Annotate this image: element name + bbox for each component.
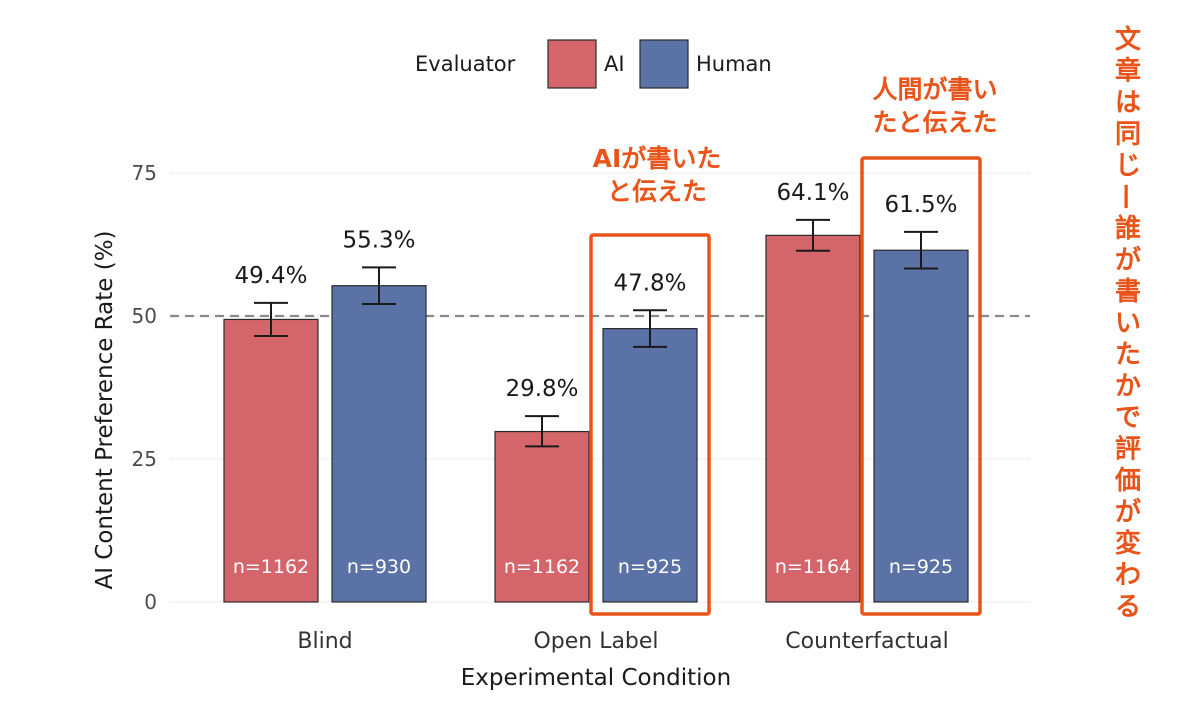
side-note-char: 書 [1115, 277, 1141, 307]
value-label: 29.8% [505, 376, 578, 402]
side-note-char: じ [1115, 151, 1141, 181]
side-note-char: で [1115, 403, 1141, 433]
side-note-char: が [1115, 245, 1141, 276]
value-label: 55.3% [342, 227, 415, 253]
side-note-char: る [1115, 592, 1141, 622]
side-note-char: 文 [1115, 24, 1142, 55]
legend-swatch [639, 39, 689, 89]
legend-label: Human [696, 52, 772, 76]
data-labels: 49.4% n=1162 29.8% n=1162 64.1% n=1164 55.3% n=… [233, 180, 958, 578]
side-note-char: か [1115, 372, 1141, 402]
y-axis: 0 25 50 75 [132, 161, 157, 614]
annotation-text: と伝えた [607, 177, 707, 206]
y-axis-title: AI Content Preference Rate (%) [92, 230, 118, 589]
value-label: 47.8% [613, 270, 686, 296]
side-note-char: 誰 [1115, 213, 1141, 244]
bar [223, 318, 319, 603]
x-axis-title: Experimental Condition [461, 665, 731, 691]
y-tick-label: 25 [132, 447, 157, 471]
n-label: n=925 [618, 556, 682, 578]
bar [602, 327, 698, 603]
x-tick-label: Counterfactual [785, 629, 948, 654]
side-note-char: が [1115, 497, 1141, 528]
side-note-char: — [1112, 184, 1142, 210]
y-tick-label: 50 [132, 304, 157, 328]
n-label: n=925 [889, 556, 953, 578]
highlight-box [860, 156, 982, 616]
highlight-box [589, 233, 711, 616]
annotation-text: AIが書いた [593, 144, 722, 173]
bar [331, 285, 427, 603]
side-note-char: い [1115, 309, 1141, 339]
legend-swatch [547, 39, 597, 89]
side-note-char: は [1115, 88, 1141, 118]
n-label: n=930 [347, 556, 411, 578]
n-label: n=1162 [233, 556, 309, 578]
y-tick-label: 75 [132, 161, 157, 185]
side-note-char: 章 [1115, 56, 1141, 87]
y-tick-label: 0 [144, 590, 157, 614]
n-label: n=1162 [504, 556, 580, 578]
value-label: 49.4% [234, 263, 307, 289]
side-note-char: 価 [1114, 466, 1141, 496]
error-bars [254, 218, 938, 448]
side-note-char: 評 [1115, 434, 1141, 465]
value-label: 61.5% [884, 192, 957, 218]
side-note-char: た [1115, 340, 1141, 370]
value-label: 64.1% [776, 180, 849, 206]
annotation-text: 人間が書い [872, 75, 997, 104]
side-note-char: 同 [1115, 120, 1141, 150]
bar [765, 234, 861, 603]
bars [223, 234, 969, 603]
x-tick-label: Open Label [533, 629, 658, 654]
side-note-char: 変 [1115, 528, 1141, 559]
x-tick-label: Blind [297, 629, 352, 654]
n-label: n=1164 [775, 556, 851, 578]
side-note-char: わ [1115, 561, 1141, 591]
x-axis: Blind Open Label Counterfactual [297, 629, 948, 654]
legend: Evaluator AI Human [415, 39, 772, 89]
legend-title: Evaluator [415, 52, 516, 76]
legend-label: AI [604, 52, 625, 76]
annotation-text: たと伝えた [872, 108, 997, 137]
bar [873, 249, 969, 603]
